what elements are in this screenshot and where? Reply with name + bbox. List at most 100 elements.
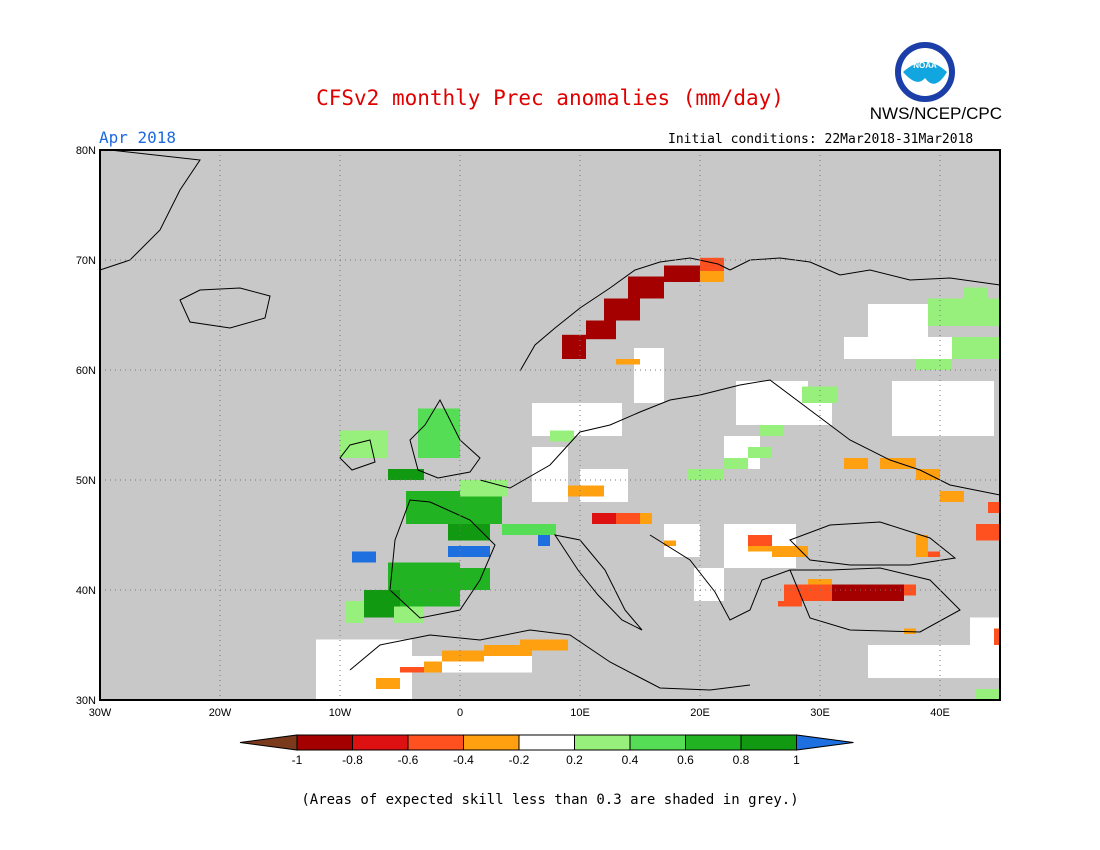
lon-label: 30E — [810, 707, 830, 719]
lon-axis-labels: 30W 20W 10W 0 10E 20E 30E 40E — [89, 707, 950, 719]
coastline-scandinavia — [519, 257, 731, 372]
anomaly-cell — [844, 458, 868, 469]
colorbar-box — [574, 734, 631, 751]
colorbar-tick-label: -0.6 — [398, 753, 419, 767]
anomaly-map: 80N 70N 60N 50N 40N 30N 30W 20W 10W 0 10… — [76, 145, 1001, 719]
colorbar-labels: -1 -0.8 -0.6 -0.4 -0.2 0.2 0.4 0.6 0.8 1 — [292, 753, 800, 767]
colorbar-tick-label: 0.8 — [733, 753, 750, 767]
anomaly-cell — [784, 584, 832, 601]
anomaly-cell — [520, 639, 568, 651]
coastlines — [99, 149, 1001, 691]
anomaly-cell — [976, 689, 1000, 700]
skilled-area — [808, 403, 832, 425]
forecast-period: Apr 2018 — [99, 128, 177, 147]
anomaly-cell — [664, 265, 700, 282]
anomaly-cell — [778, 601, 802, 607]
anomaly-cell — [772, 551, 808, 557]
map-frame — [99, 149, 1001, 701]
colorbar-tick-label: -1 — [292, 753, 303, 767]
skilled-area — [634, 348, 664, 403]
agency-label: NWS/NCEP/CPC — [869, 104, 1002, 123]
anomaly-cell — [538, 535, 550, 546]
anomaly-cell — [832, 584, 904, 601]
anomaly-cell — [940, 491, 964, 502]
coastline-north-russia — [729, 257, 1001, 286]
anomaly-cell — [748, 447, 772, 458]
initial-conditions: Initial conditions: 22Mar2018-31Mar2018 — [668, 132, 974, 147]
coastline-greenland — [99, 149, 201, 271]
anomaly-cell — [442, 650, 484, 662]
anomaly-cell — [346, 601, 364, 623]
colorbar-tick-label: 1 — [793, 753, 800, 767]
anomaly-cell — [802, 386, 838, 403]
lon-label: 20W — [209, 707, 232, 719]
coastline-balkans-greece — [649, 534, 791, 621]
anomaly-cell — [748, 535, 772, 546]
lon-label: 10E — [570, 707, 590, 719]
colorbar-box — [518, 734, 575, 751]
coastline-europe-main — [479, 379, 1001, 496]
anomaly-cell — [928, 551, 940, 557]
lon-label: 0 — [457, 707, 463, 719]
colorbar-box — [352, 734, 409, 751]
anomaly-cell — [424, 661, 442, 673]
anomaly-cell — [964, 287, 988, 299]
skilled-area — [892, 381, 994, 436]
anomaly-cell — [550, 430, 574, 442]
coastline-north-africa — [349, 629, 751, 691]
anomaly-cell — [394, 606, 424, 623]
coastline-black-sea — [789, 521, 957, 566]
anomaly-cell — [484, 645, 532, 656]
colorbar-left-arrow — [239, 734, 298, 751]
colorbar-box — [685, 734, 742, 751]
lon-label: 20E — [690, 707, 710, 719]
anomaly-cell — [502, 524, 556, 535]
graticule — [100, 150, 1000, 700]
lat-label: 30N — [76, 695, 96, 707]
anomaly-cell — [616, 359, 640, 365]
colorbar-boxes — [239, 734, 854, 751]
anomaly-cell — [952, 337, 1000, 359]
anomaly-cell — [340, 430, 388, 458]
anomaly-cell — [592, 513, 616, 524]
lat-label: 50N — [76, 475, 96, 487]
anomaly-cell — [352, 551, 376, 563]
anomaly-cell — [604, 298, 640, 321]
colorbar-right-arrow — [796, 734, 854, 751]
anomaly-cell — [628, 276, 664, 299]
anomaly-cell — [568, 485, 604, 497]
colorbar-box — [407, 734, 464, 751]
skill-footnote: (Areas of expected skill less than 0.3 a… — [301, 792, 799, 808]
colorbar: -1 -0.8 -0.6 -0.4 -0.2 0.2 0.4 0.6 0.8 1 — [239, 734, 854, 767]
lon-label: 40E — [930, 707, 950, 719]
lat-label: 40N — [76, 585, 96, 597]
anomaly-cell — [388, 469, 424, 480]
anomaly-cell — [664, 540, 676, 546]
lat-label: 60N — [76, 365, 96, 377]
anomaly-cell — [988, 502, 1000, 513]
anomaly-cell — [448, 546, 490, 557]
coastline-iceland — [179, 287, 271, 329]
colorbar-box — [740, 734, 797, 751]
anomaly-cell — [808, 579, 832, 585]
skilled-area — [844, 337, 952, 359]
map-plot-area — [99, 149, 1001, 701]
lon-label: 10W — [329, 707, 352, 719]
anomaly-cell — [724, 458, 748, 469]
anomaly-cell — [916, 535, 928, 557]
anomaly-cell — [460, 480, 508, 497]
anomaly-cell — [880, 458, 916, 469]
coastline-italy — [553, 534, 643, 631]
colorbar-tick-label: -0.2 — [509, 753, 530, 767]
skilled-area — [868, 304, 928, 337]
anomaly-cell — [616, 513, 640, 524]
anomaly-cell — [976, 524, 1000, 541]
coastline-iberia — [389, 499, 496, 619]
anomaly-cell — [700, 271, 724, 282]
colorbar-tick-label: 0.2 — [566, 753, 583, 767]
lat-axis-labels: 80N 70N 60N 50N 40N 30N — [76, 145, 96, 707]
anomaly-cell — [640, 513, 652, 524]
anomaly-cell — [586, 320, 616, 340]
skilled-area — [532, 403, 622, 436]
lon-label: 30W — [89, 707, 112, 719]
